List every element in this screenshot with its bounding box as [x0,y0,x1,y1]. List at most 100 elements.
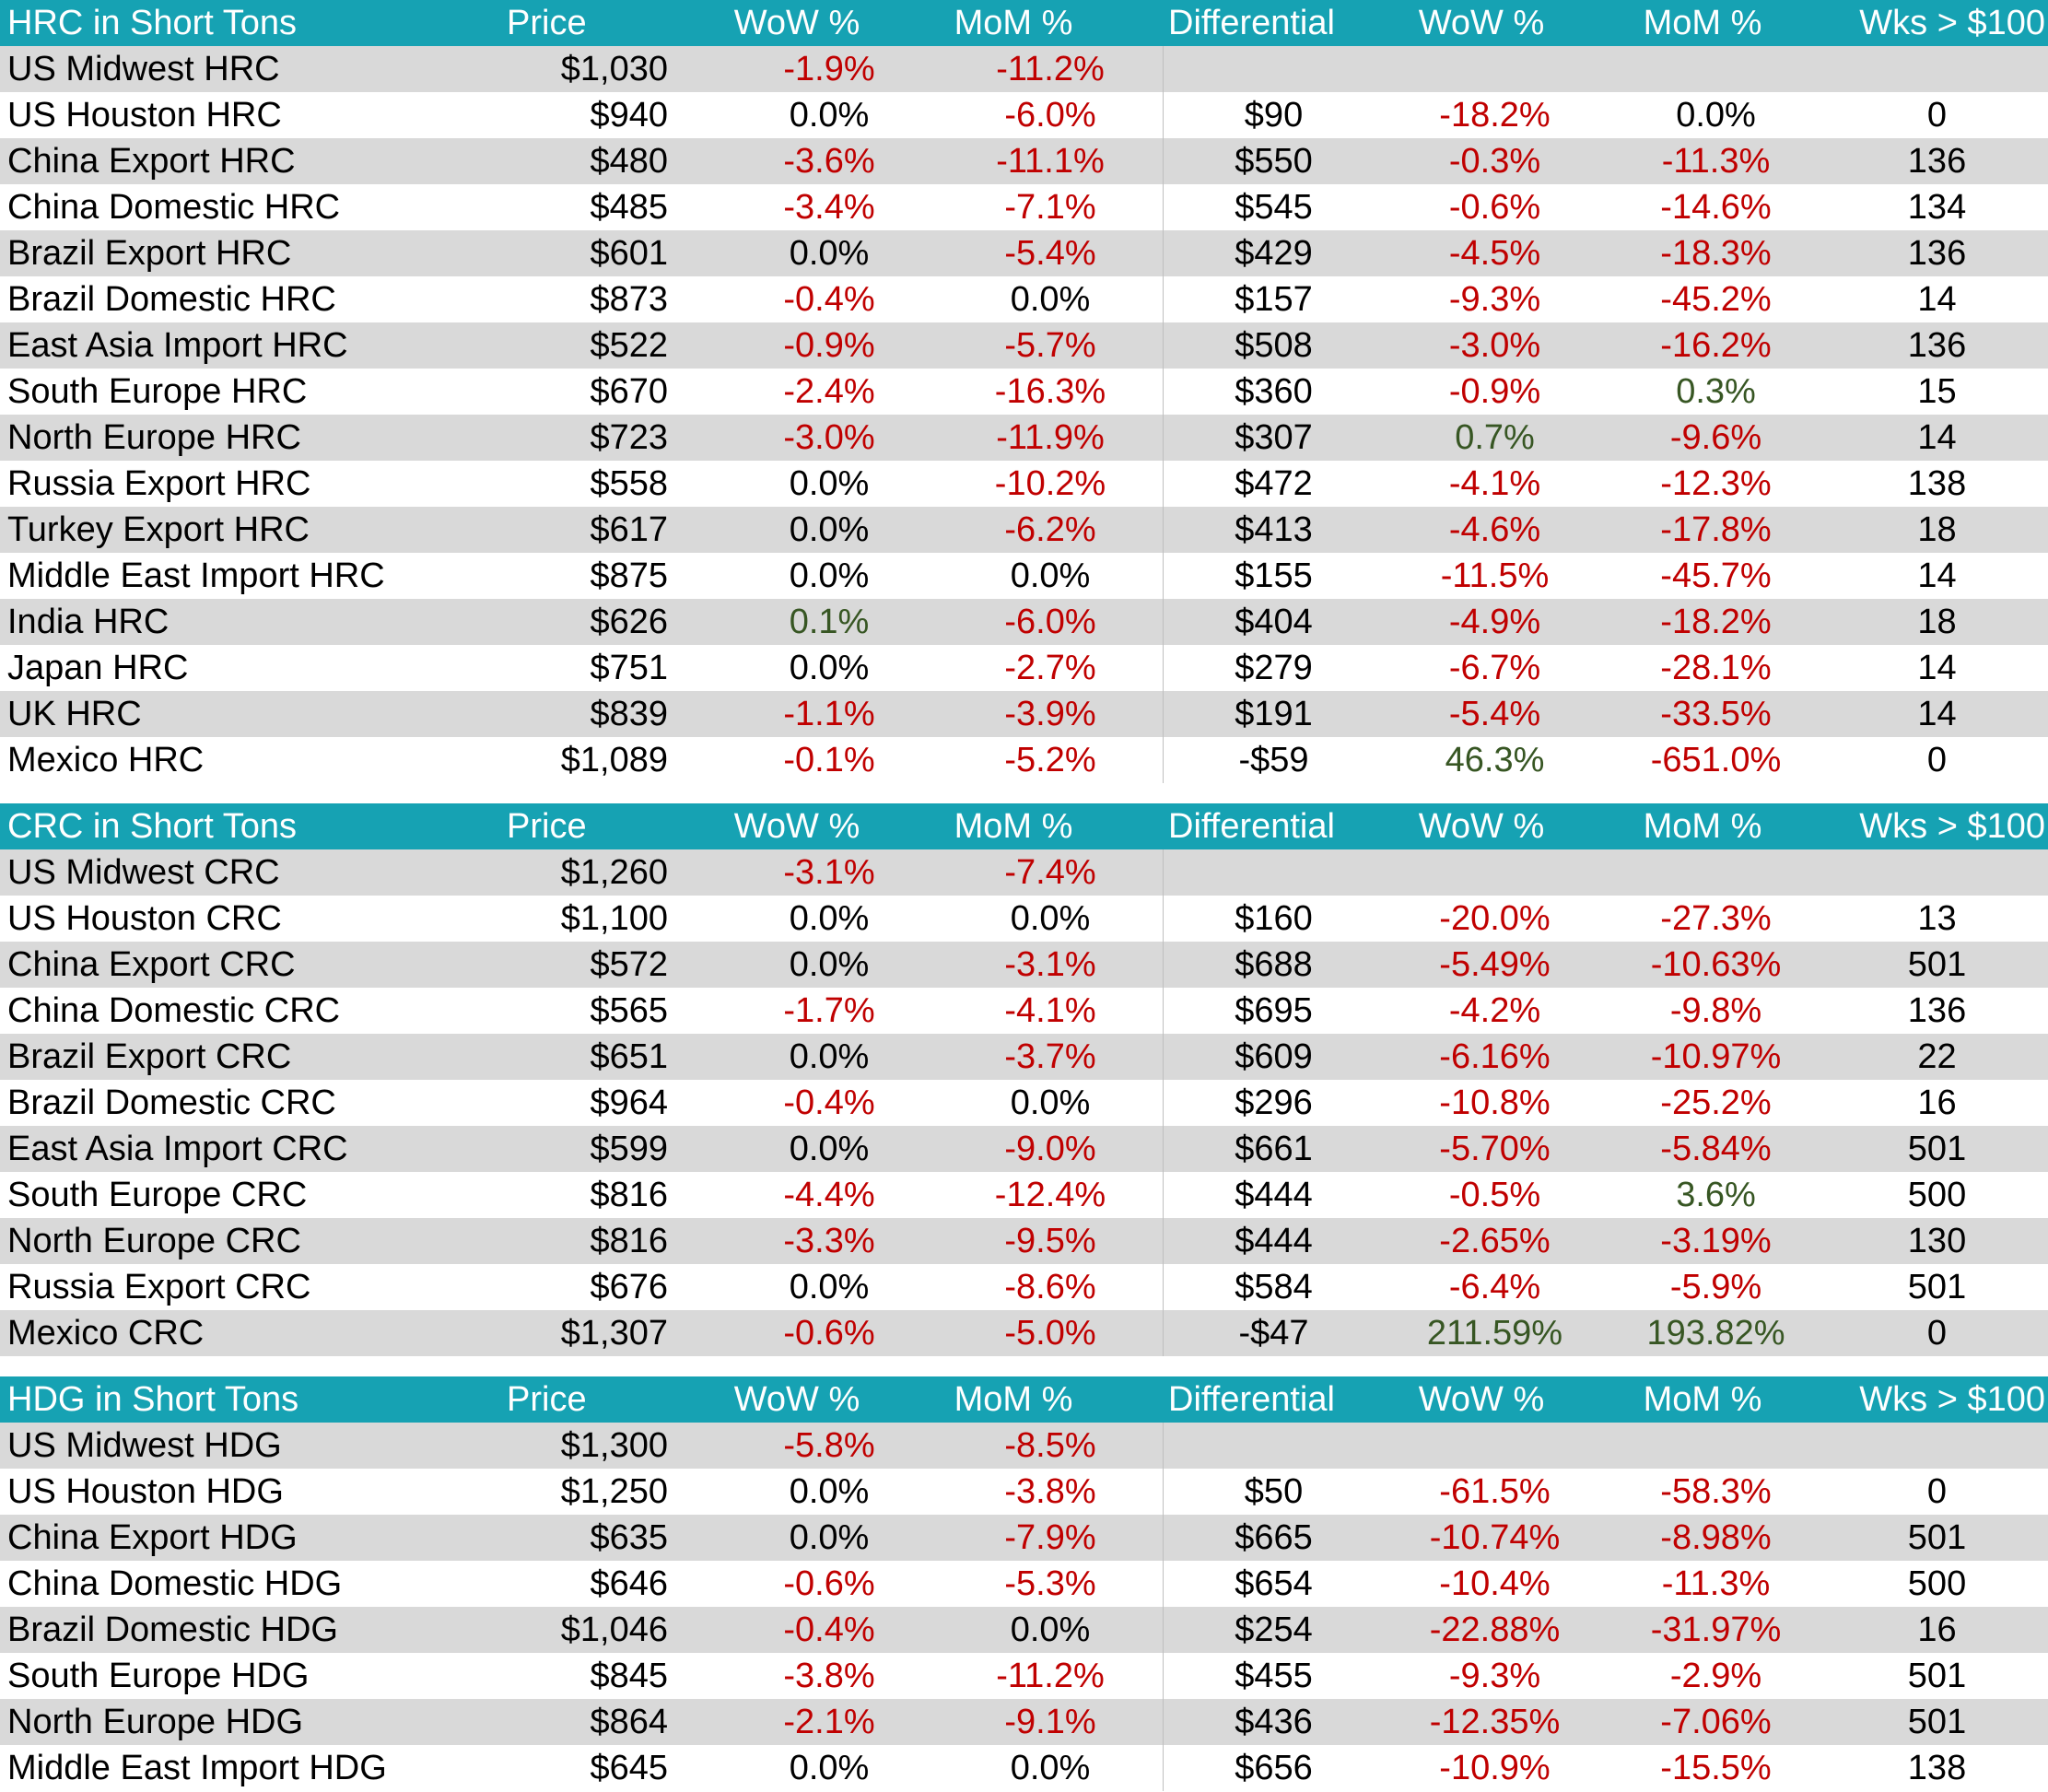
diff-mom-header[interactable]: MoM % [1643,4,1762,42]
differential-mom-pct-cell[interactable]: -12.3% [1660,464,1772,503]
price-wow-pct-cell[interactable]: 0.1% [789,603,870,641]
price-cell[interactable]: $875 [590,556,668,595]
price-cell[interactable]: $635 [590,1518,668,1557]
differential-mom-pct-cell[interactable]: -651.0% [1650,741,1782,779]
weeks-over-100-cell[interactable]: 0 [1926,1314,1948,1353]
product-name-cell[interactable]: China Export CRC [7,945,296,984]
weeks-over-100-cell[interactable]: 0 [1926,1472,1948,1511]
differential-mom-pct-cell[interactable]: -15.5% [1660,1749,1772,1787]
weeks-over-100-cell[interactable]: 14 [1917,695,1957,733]
price-cell[interactable]: $485 [590,188,668,227]
product-name-cell[interactable]: Middle East Import HRC [7,556,385,595]
price-cell[interactable]: $839 [590,695,668,733]
differential-cell[interactable] [1165,849,1382,896]
differential-cell[interactable]: $50 [1244,1472,1304,1511]
differential-mom-pct-cell[interactable] [1608,849,1824,896]
price-cell[interactable]: $1,307 [560,1314,668,1353]
differential-wow-pct-cell[interactable]: -0.6% [1448,188,1541,227]
differential-cell[interactable] [1165,46,1382,92]
price-cell[interactable]: $1,100 [560,899,668,938]
differential-wow-pct-cell[interactable]: -4.9% [1448,603,1541,641]
price-wow-pct-cell[interactable]: -0.9% [783,326,875,365]
differential-mom-pct-cell[interactable]: 3.6% [1676,1176,1756,1214]
price-mom-pct-cell[interactable]: -7.4% [1004,853,1096,892]
differential-wow-pct-cell[interactable]: -22.88% [1429,1610,1561,1649]
price-mom-pct-cell[interactable]: -6.2% [1004,510,1096,549]
price-wow-pct-cell[interactable]: -0.6% [783,1564,875,1603]
differential-mom-pct-cell[interactable]: -5.84% [1660,1130,1772,1168]
weeks-over-100-cell[interactable]: 136 [1907,326,1967,365]
price-cell[interactable]: $864 [590,1703,668,1741]
weeks-over-100-cell[interactable]: 501 [1907,1518,1967,1557]
differential-mom-pct-cell[interactable]: -5.9% [1669,1268,1762,1306]
weeks-over-100-cell[interactable]: 16 [1917,1610,1957,1649]
price-cell[interactable]: $816 [590,1222,668,1260]
product-name-cell[interactable]: US Midwest HRC [7,50,280,88]
price-cell[interactable]: $617 [590,510,668,549]
price-cell[interactable]: $1,260 [560,853,668,892]
weeks-header[interactable]: Wks > $100 [1859,807,2045,846]
price-cell[interactable]: $670 [590,372,668,411]
price-wow-pct-cell[interactable]: -0.4% [783,280,875,319]
differential-mom-pct-cell[interactable]: -9.6% [1669,418,1762,457]
price-cell[interactable]: $873 [590,280,668,319]
wow-header[interactable]: WoW % [733,4,860,42]
differential-wow-pct-cell[interactable]: 211.59% [1426,1314,1563,1353]
price-wow-pct-cell[interactable]: 0.0% [789,464,870,503]
differential-cell[interactable]: -$47 [1238,1314,1309,1353]
price-cell[interactable]: $816 [590,1176,668,1214]
price-wow-pct-cell[interactable]: -0.1% [783,741,875,779]
product-name-cell[interactable]: Brazil Domestic HRC [7,280,336,319]
product-name-cell[interactable]: US Midwest CRC [7,853,280,892]
weeks-over-100-cell[interactable]: 13 [1917,899,1957,938]
price-mom-pct-cell[interactable]: -5.7% [1004,326,1096,365]
differential-cell[interactable]: $155 [1235,556,1313,595]
price-mom-pct-cell[interactable]: -9.5% [1004,1222,1096,1260]
differential-wow-pct-cell[interactable]: -5.49% [1439,945,1551,984]
differential-mom-pct-cell[interactable]: -3.19% [1660,1222,1772,1260]
price-mom-pct-cell[interactable]: -4.1% [1004,991,1096,1030]
price-mom-pct-cell[interactable]: -3.8% [1004,1472,1096,1511]
price-cell[interactable]: $646 [590,1564,668,1603]
differential-cell[interactable]: $508 [1235,326,1313,365]
differential-cell[interactable]: $279 [1235,649,1313,687]
weeks-over-100-cell[interactable]: 500 [1907,1176,1967,1214]
product-name-cell[interactable]: East Asia Import CRC [7,1130,348,1168]
product-name-cell[interactable]: India HRC [7,603,170,641]
differential-cell[interactable]: $654 [1235,1564,1313,1603]
price-mom-pct-cell[interactable]: 0.0% [1010,280,1091,319]
price-cell[interactable]: $1,250 [560,1472,668,1511]
product-name-cell[interactable]: US Midwest HDG [7,1426,282,1465]
diff-mom-header[interactable]: MoM % [1643,807,1762,846]
price-wow-pct-cell[interactable]: 0.0% [789,945,870,984]
differential-cell[interactable]: $254 [1235,1610,1313,1649]
differential-wow-pct-cell[interactable] [1387,1423,1603,1469]
differential-mom-pct-cell[interactable] [1608,1423,1824,1469]
weeks-over-100-cell[interactable]: 0 [1926,741,1948,779]
weeks-header[interactable]: Wks > $100 [1859,1380,2045,1419]
product-name-cell[interactable]: North Europe HRC [7,418,301,457]
price-wow-pct-cell[interactable]: 0.0% [789,1130,870,1168]
price-mom-pct-cell[interactable]: -7.1% [1004,188,1096,227]
price-mom-pct-cell[interactable]: -6.0% [1004,603,1096,641]
price-cell[interactable]: $601 [590,234,668,273]
differential-cell[interactable]: $429 [1235,234,1313,273]
differential-wow-pct-cell[interactable] [1387,849,1603,896]
price-cell[interactable]: $480 [590,142,668,181]
price-wow-pct-cell[interactable]: -0.4% [783,1083,875,1122]
price-mom-pct-cell[interactable]: -11.2% [996,1657,1105,1695]
price-cell[interactable]: $1,300 [560,1426,668,1465]
product-name-cell[interactable]: North Europe HDG [7,1703,304,1741]
differential-mom-pct-cell[interactable] [1608,46,1824,92]
weeks-over-100-cell[interactable]: 130 [1907,1222,1967,1260]
price-header[interactable]: Price [507,4,587,42]
differential-cell[interactable]: $661 [1235,1130,1313,1168]
price-mom-pct-cell[interactable]: -6.0% [1004,96,1096,135]
diff-mom-header[interactable]: MoM % [1643,1380,1762,1419]
price-wow-pct-cell[interactable]: -3.1% [783,853,875,892]
price-cell[interactable]: $522 [590,326,668,365]
differential-wow-pct-cell[interactable]: -10.9% [1439,1749,1551,1787]
differential-cell[interactable]: $404 [1235,603,1313,641]
price-cell[interactable]: $723 [590,418,668,457]
differential-mom-pct-cell[interactable]: -8.98% [1660,1518,1772,1557]
